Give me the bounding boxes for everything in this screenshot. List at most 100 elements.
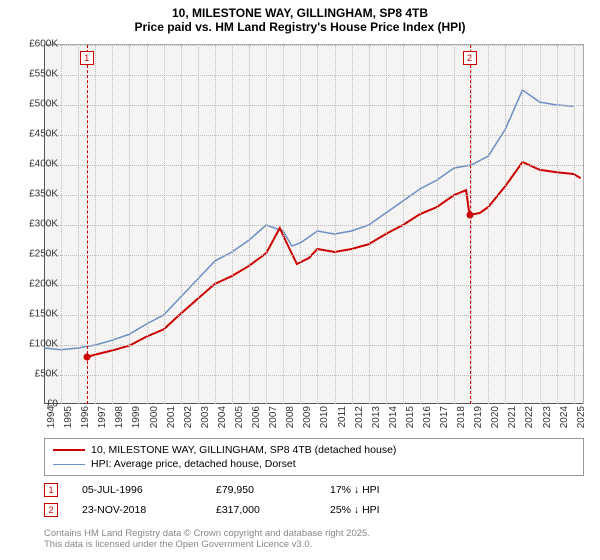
y-axis-label: £350K xyxy=(18,189,58,200)
price-dot xyxy=(466,211,473,218)
gridline-h xyxy=(44,285,583,286)
x-axis-label: 1998 xyxy=(114,406,125,438)
x-axis-label: 2005 xyxy=(234,406,245,438)
x-axis-label: 2019 xyxy=(473,406,484,438)
y-axis-label: £400K xyxy=(18,159,58,170)
transaction-marker: 1 xyxy=(44,483,58,497)
x-axis-label: 2008 xyxy=(285,406,296,438)
chart-container: 10, MILESTONE WAY, GILLINGHAM, SP8 4TB P… xyxy=(0,0,600,560)
x-axis-label: 1996 xyxy=(80,406,91,438)
transaction-marker: 2 xyxy=(44,503,58,517)
chart-title-address: 10, MILESTONE WAY, GILLINGHAM, SP8 4TB xyxy=(0,6,600,20)
chart-title-subtitle: Price paid vs. HM Land Registry's House … xyxy=(0,20,600,34)
x-axis-label: 2021 xyxy=(507,406,518,438)
x-axis-label: 2002 xyxy=(183,406,194,438)
gridline-v xyxy=(574,45,575,404)
y-axis-label: £500K xyxy=(18,99,58,110)
gridline-v xyxy=(505,45,506,404)
gridline-v xyxy=(403,45,404,404)
x-axis-label: 2017 xyxy=(439,406,450,438)
gridline-h xyxy=(44,45,583,46)
gridline-v xyxy=(488,45,489,404)
gridline-v xyxy=(283,45,284,404)
gridline-v xyxy=(300,45,301,404)
legend-row: HPI: Average price, detached house, Dors… xyxy=(53,457,575,471)
x-axis-label: 2014 xyxy=(388,406,399,438)
x-axis-label: 1994 xyxy=(46,406,57,438)
legend-label: HPI: Average price, detached house, Dors… xyxy=(91,458,296,470)
gridline-v xyxy=(335,45,336,404)
price-dot xyxy=(83,354,90,361)
gridline-v xyxy=(557,45,558,404)
event-marker: 1 xyxy=(80,51,94,65)
x-axis-label: 2016 xyxy=(422,406,433,438)
y-axis-label: £250K xyxy=(18,249,58,260)
legend-label: 10, MILESTONE WAY, GILLINGHAM, SP8 4TB (… xyxy=(91,444,396,456)
chart-plot-area: 12 xyxy=(44,44,584,404)
x-axis-label: 2006 xyxy=(251,406,262,438)
gridline-v xyxy=(437,45,438,404)
gridline-v xyxy=(198,45,199,404)
gridline-h xyxy=(44,345,583,346)
gridline-v xyxy=(540,45,541,404)
gridline-v xyxy=(386,45,387,404)
y-axis-label: £50K xyxy=(18,369,58,380)
x-axis-label: 2009 xyxy=(302,406,313,438)
gridline-h xyxy=(44,225,583,226)
legend-row: 10, MILESTONE WAY, GILLINGHAM, SP8 4TB (… xyxy=(53,443,575,457)
gridline-v xyxy=(147,45,148,404)
transaction-price: £79,950 xyxy=(216,484,306,496)
gridline-v xyxy=(317,45,318,404)
x-axis-label: 2001 xyxy=(166,406,177,438)
legend-swatch xyxy=(53,464,85,465)
gridline-v xyxy=(112,45,113,404)
event-line xyxy=(470,45,471,404)
transactions-table: 105-JUL-1996£79,95017% ↓ HPI223-NOV-2018… xyxy=(44,480,584,520)
gridline-v xyxy=(249,45,250,404)
title-block: 10, MILESTONE WAY, GILLINGHAM, SP8 4TB P… xyxy=(0,0,600,36)
x-axis-label: 2015 xyxy=(405,406,416,438)
gridline-h xyxy=(44,165,583,166)
transaction-price: £317,000 xyxy=(216,504,306,516)
gridline-h xyxy=(44,375,583,376)
x-axis-label: 2010 xyxy=(319,406,330,438)
x-axis-label: 2012 xyxy=(354,406,365,438)
gridline-v xyxy=(164,45,165,404)
gridline-v xyxy=(420,45,421,404)
y-axis-label: £150K xyxy=(18,309,58,320)
x-axis-label: 1997 xyxy=(97,406,108,438)
x-axis-label: 2013 xyxy=(371,406,382,438)
x-axis-label: 2025 xyxy=(576,406,587,438)
y-axis-label: £450K xyxy=(18,129,58,140)
y-axis-label: £100K xyxy=(18,339,58,350)
gridline-v xyxy=(369,45,370,404)
gridline-h xyxy=(44,195,583,196)
gridline-v xyxy=(78,45,79,404)
x-axis-label: 1999 xyxy=(131,406,142,438)
gridline-v xyxy=(215,45,216,404)
gridline-v xyxy=(61,45,62,404)
transaction-row: 105-JUL-1996£79,95017% ↓ HPI xyxy=(44,480,584,500)
transaction-row: 2 23-NOV-2018 £317,000 25% ↓ HPI xyxy=(44,500,584,520)
gridline-h xyxy=(44,75,583,76)
series-hpi xyxy=(44,90,574,350)
x-axis-label: 2022 xyxy=(524,406,535,438)
gridline-h xyxy=(44,105,583,106)
x-axis-label: 2003 xyxy=(200,406,211,438)
y-axis-label: £550K xyxy=(18,69,58,80)
gridline-v xyxy=(352,45,353,404)
transaction-date: 23-NOV-2018 xyxy=(82,504,192,516)
x-axis-label: 2004 xyxy=(217,406,228,438)
event-marker: 2 xyxy=(463,51,477,65)
x-axis-label: 2007 xyxy=(268,406,279,438)
x-axis-label: 2011 xyxy=(337,406,348,438)
gridline-v xyxy=(95,45,96,404)
x-axis-label: 2018 xyxy=(456,406,467,438)
gridline-v xyxy=(266,45,267,404)
y-axis-label: £300K xyxy=(18,219,58,230)
transaction-pct: 25% ↓ HPI xyxy=(330,504,430,516)
gridline-v xyxy=(522,45,523,404)
gridline-h xyxy=(44,135,583,136)
transaction-date: 05-JUL-1996 xyxy=(82,484,192,496)
gridline-v xyxy=(181,45,182,404)
